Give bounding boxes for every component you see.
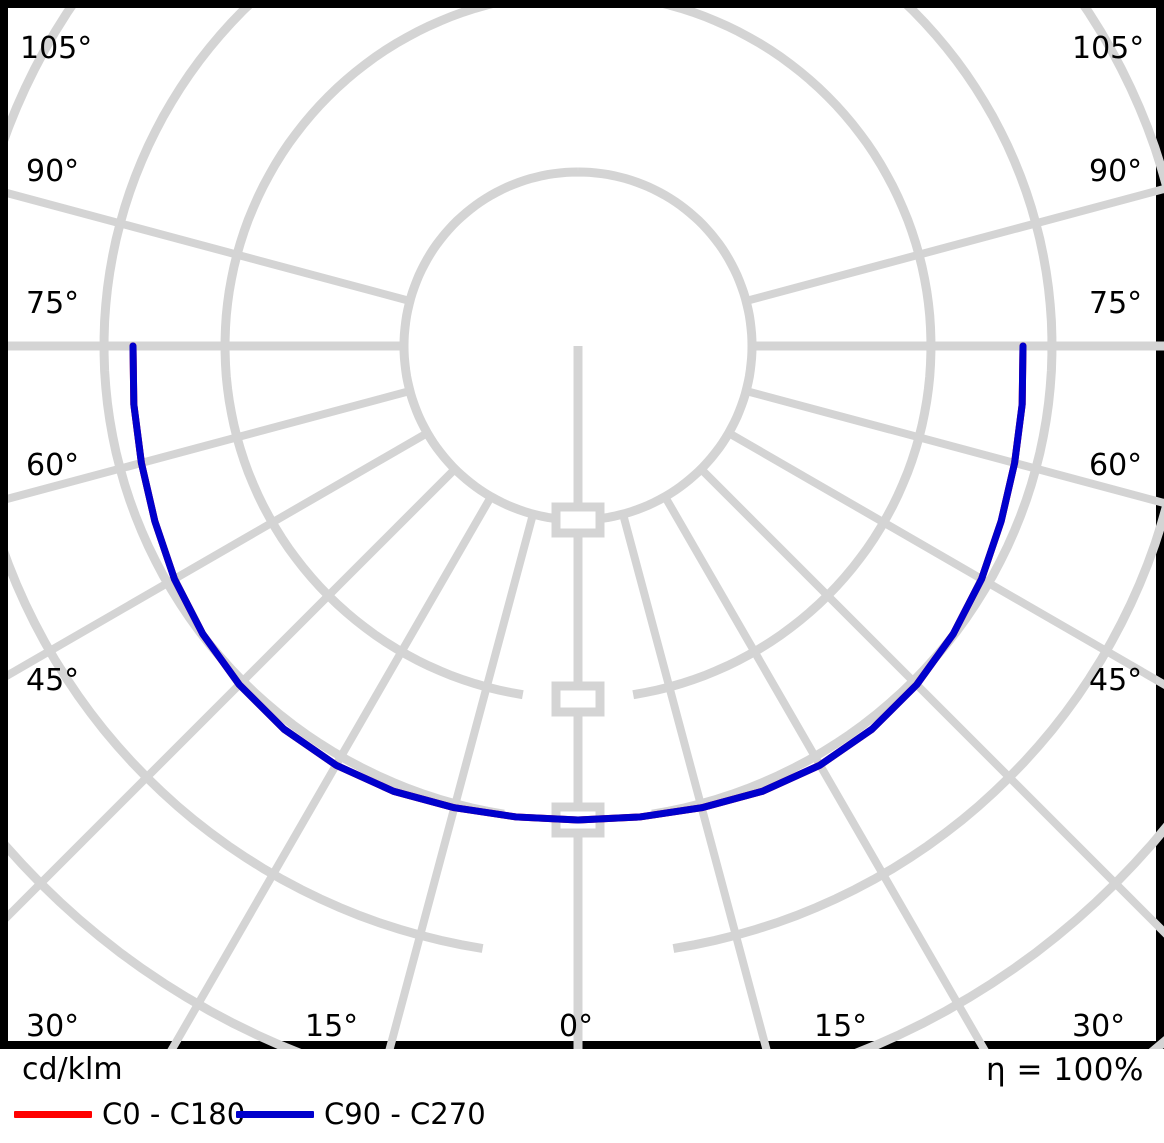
- grid-spoke: [8, 429, 430, 680]
- grid-ring: [220, 8, 936, 700]
- grid-spoke: [8, 387, 411, 503]
- radial-label-gap: [551, 681, 605, 717]
- grid-ring: [99, 8, 1057, 819]
- polar-grid-and-curves: [8, 8, 1164, 1057]
- angle-label-left-105: 105°: [20, 31, 93, 66]
- grid-spoke: [745, 184, 1164, 305]
- angle-label-left-90: 90°: [26, 154, 80, 189]
- polar-grid: [8, 8, 1164, 1057]
- legend-swatch-c0-c180: [14, 1110, 92, 1118]
- grid-spoke: [619, 513, 773, 1057]
- angle-label-left-30: 30°: [26, 1009, 80, 1044]
- grid-spoke: [745, 387, 1164, 508]
- grid-spoke: [698, 466, 1164, 938]
- legend-label-c90-c270: C90 - C270: [324, 1096, 486, 1131]
- angle-label-right-90: 90°: [1089, 154, 1143, 189]
- grid-spoke: [726, 429, 1164, 689]
- angle-label-bottom-15-right: 15°: [814, 1009, 868, 1044]
- angle-label-left-45: 45°: [26, 663, 80, 698]
- grid-spoke: [8, 466, 458, 922]
- angle-label-right-45: 45°: [1089, 663, 1143, 698]
- curve-c90-c270: [129, 342, 1027, 824]
- angle-label-right-30: 30°: [1072, 1009, 1126, 1044]
- grid-spoke: [661, 494, 994, 1057]
- legend-item-c0-c180[interactable]: C0 - C180: [14, 1097, 245, 1131]
- distribution-curves: [129, 342, 1027, 824]
- legend: cd/klm η = 100% C0 - C180 C90 - C270: [0, 1049, 1164, 1143]
- legend-swatch-c90-c270: [236, 1110, 314, 1118]
- grid-ring: [8, 8, 1164, 953]
- efficiency-label: η = 100%: [986, 1052, 1144, 1088]
- angle-label-left-60: 60°: [26, 448, 80, 483]
- angle-label-right-60: 60°: [1089, 448, 1143, 483]
- angle-label-bottom-15-left: 15°: [305, 1009, 359, 1044]
- radial-label-gap: [551, 502, 605, 538]
- unit-label: cd/klm: [22, 1052, 123, 1087]
- grid-spoke: [383, 513, 537, 1057]
- angle-label-left-75: 75°: [26, 286, 80, 321]
- angle-label-right-75: 75°: [1089, 286, 1143, 321]
- legend-item-c90-c270[interactable]: C90 - C270: [236, 1097, 486, 1131]
- plot-frame: 105° 90° 75° 60° 45° 30° 105° 90° 75° 60…: [0, 0, 1164, 1057]
- legend-label-c0-c180: C0 - C180: [102, 1096, 246, 1131]
- angle-label-right-105: 105°: [1072, 31, 1145, 66]
- grid-spoke: [162, 494, 495, 1057]
- angle-label-bottom-0: 0°: [559, 1009, 594, 1044]
- grid-spoke: [8, 189, 411, 305]
